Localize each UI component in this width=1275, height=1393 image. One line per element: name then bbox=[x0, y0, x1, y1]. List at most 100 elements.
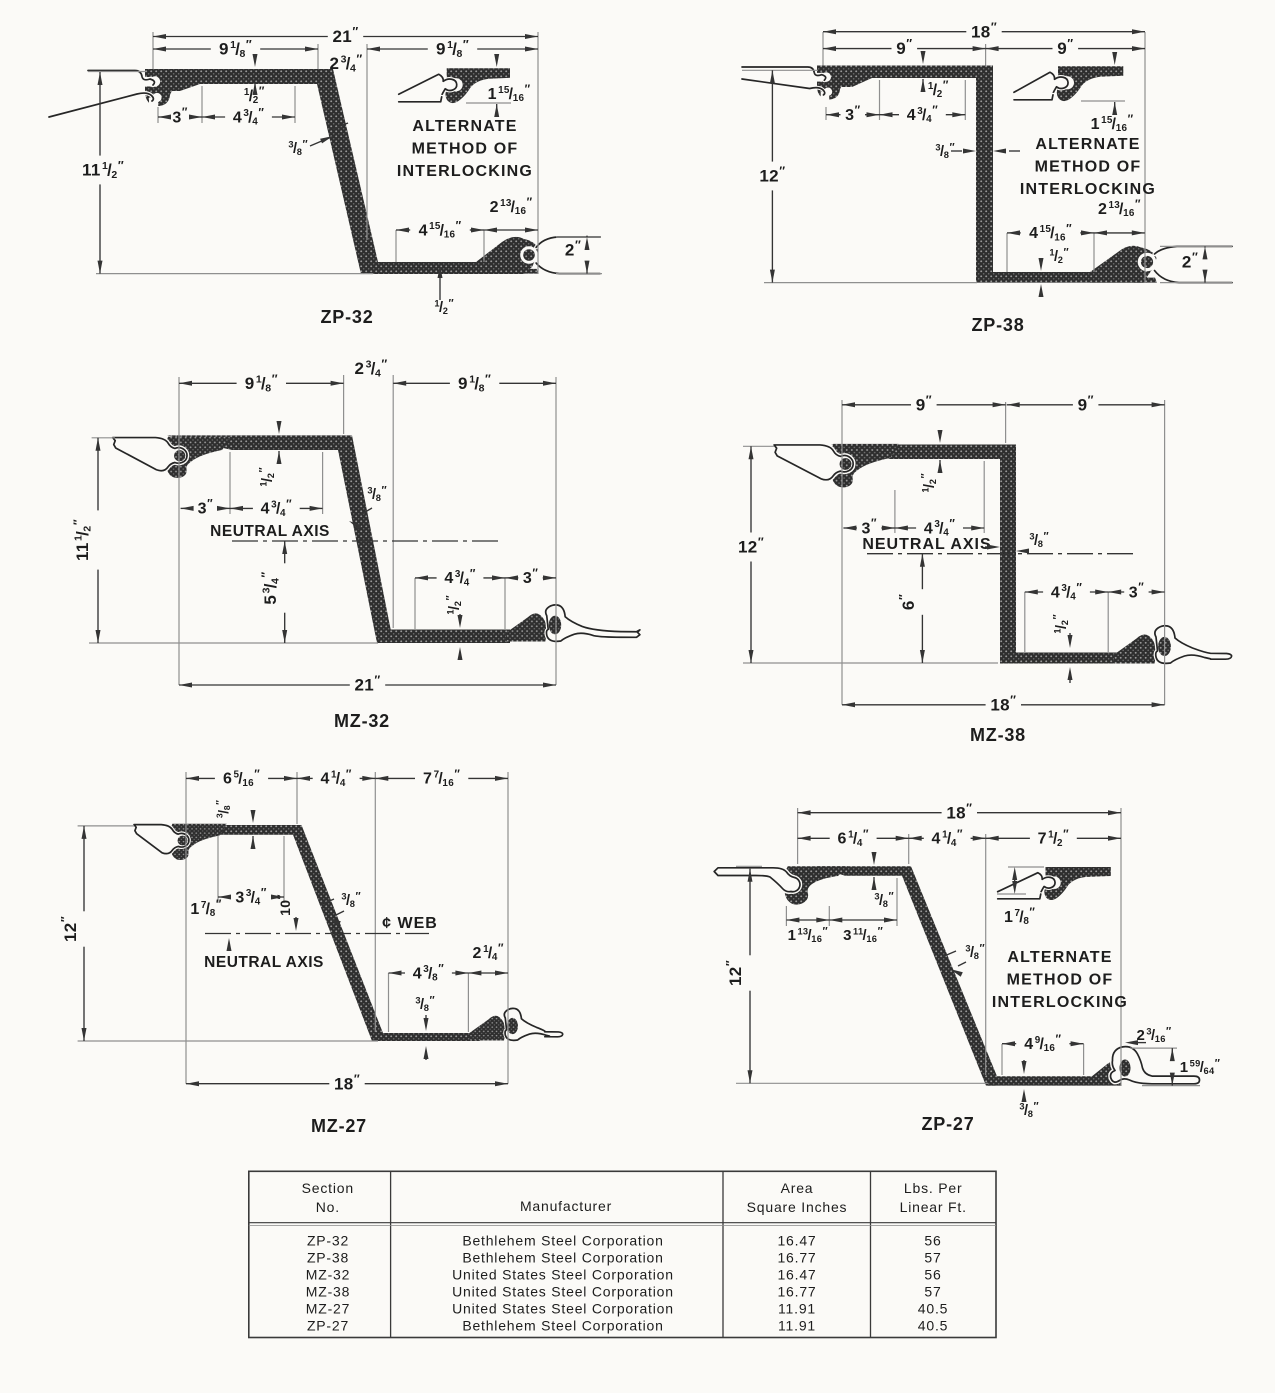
svg-text:17/8″: 17/8″ bbox=[1004, 907, 1035, 927]
svg-text:3″: 3″ bbox=[845, 105, 861, 124]
svg-text:1/2″: 1/2″ bbox=[244, 86, 265, 106]
svg-text:2″: 2″ bbox=[565, 238, 581, 260]
svg-text:213/16″: 213/16″ bbox=[1098, 199, 1141, 219]
svg-text:16.77: 16.77 bbox=[777, 1283, 816, 1299]
svg-text:NEUTRAL AXIS: NEUTRAL AXIS bbox=[862, 536, 991, 553]
svg-text:311/16″: 311/16″ bbox=[843, 926, 883, 945]
svg-text:1/2″: 1/2″ bbox=[434, 298, 454, 317]
svg-text:NEUTRAL AXIS: NEUTRAL AXIS bbox=[210, 523, 330, 540]
svg-text:23/16″: 23/16″ bbox=[1137, 1026, 1172, 1045]
svg-text:3/8″: 3/8″ bbox=[215, 800, 232, 818]
svg-text:3/8″: 3/8″ bbox=[367, 485, 387, 504]
svg-text:1/2″: 1/2″ bbox=[445, 595, 464, 615]
svg-text:METHOD OF: METHOD OF bbox=[1007, 972, 1114, 989]
svg-text:1/2″: 1/2″ bbox=[258, 467, 277, 487]
svg-text:Lbs. Per: Lbs. Per bbox=[904, 1180, 963, 1196]
svg-text:¢ WEB: ¢ WEB bbox=[382, 915, 438, 932]
svg-text:57: 57 bbox=[924, 1249, 941, 1265]
svg-text:57: 57 bbox=[924, 1283, 941, 1299]
svg-text:65/16″: 65/16″ bbox=[223, 769, 260, 789]
svg-text:16.77: 16.77 bbox=[777, 1249, 816, 1265]
svg-text:ZP-38: ZP-38 bbox=[307, 1249, 349, 1265]
svg-text:213/16″: 213/16″ bbox=[490, 197, 533, 217]
svg-text:91/8″: 91/8″ bbox=[436, 38, 469, 61]
svg-text:3/8″: 3/8″ bbox=[874, 891, 894, 910]
svg-text:91/8″: 91/8″ bbox=[219, 38, 252, 61]
svg-text:Square Inches: Square Inches bbox=[747, 1199, 848, 1215]
svg-text:9″: 9″ bbox=[916, 393, 932, 415]
svg-text:49/16″: 49/16″ bbox=[1024, 1034, 1061, 1054]
svg-text:MZ-32: MZ-32 bbox=[306, 1266, 350, 1282]
svg-text:9″: 9″ bbox=[1078, 393, 1094, 415]
svg-text:41/4″: 41/4″ bbox=[320, 769, 351, 789]
svg-text:12″: 12″ bbox=[759, 164, 785, 186]
svg-text:INTERLOCKING: INTERLOCKING bbox=[397, 163, 533, 180]
svg-text:91/8″: 91/8″ bbox=[245, 372, 278, 395]
svg-text:21″: 21″ bbox=[355, 673, 381, 695]
svg-text:113/16″: 113/16″ bbox=[788, 926, 828, 945]
svg-text:43/4″: 43/4″ bbox=[907, 105, 938, 125]
svg-text:United States Steel Corporatio: United States Steel Corporation bbox=[452, 1300, 674, 1316]
svg-text:1/2″: 1/2″ bbox=[928, 80, 949, 100]
svg-text:11.91: 11.91 bbox=[778, 1317, 816, 1333]
svg-text:Bethlehem Steel Corporation: Bethlehem Steel Corporation bbox=[462, 1317, 663, 1333]
svg-text:12″: 12″ bbox=[59, 916, 81, 942]
svg-text:10″: 10″ bbox=[277, 894, 293, 916]
svg-text:Linear Ft.: Linear Ft. bbox=[900, 1199, 967, 1215]
svg-text:3″: 3″ bbox=[198, 499, 214, 518]
svg-text:No.: No. bbox=[316, 1199, 340, 1215]
svg-text:415/16″: 415/16″ bbox=[419, 221, 462, 241]
svg-text:ZP-32: ZP-32 bbox=[307, 1232, 349, 1248]
svg-text:91/8″: 91/8″ bbox=[458, 372, 491, 395]
svg-text:56: 56 bbox=[924, 1266, 941, 1282]
svg-text:MZ-27: MZ-27 bbox=[311, 1116, 367, 1136]
svg-text:12″: 12″ bbox=[724, 960, 746, 986]
svg-text:71/2″: 71/2″ bbox=[1038, 829, 1069, 849]
svg-text:9″: 9″ bbox=[1057, 37, 1073, 59]
svg-text:159/64″: 159/64″ bbox=[1180, 1058, 1220, 1077]
svg-text:43/8″: 43/8″ bbox=[413, 964, 444, 984]
svg-text:Area: Area bbox=[781, 1180, 814, 1196]
svg-text:43/4″: 43/4″ bbox=[444, 568, 475, 588]
svg-text:MZ-27: MZ-27 bbox=[306, 1300, 350, 1316]
svg-text:3″: 3″ bbox=[861, 518, 877, 537]
svg-text:3″: 3″ bbox=[523, 568, 539, 587]
svg-text:3/8″: 3/8″ bbox=[415, 995, 435, 1014]
svg-text:17/8″: 17/8″ bbox=[190, 899, 221, 919]
svg-text:18″: 18″ bbox=[971, 20, 997, 42]
svg-text:3/8″: 3/8″ bbox=[288, 139, 308, 158]
svg-text:6″: 6″ bbox=[897, 594, 919, 610]
svg-text:3″: 3″ bbox=[172, 107, 188, 126]
svg-text:56: 56 bbox=[924, 1232, 941, 1248]
svg-text:43/4″: 43/4″ bbox=[1051, 583, 1082, 603]
svg-text:115/16″: 115/16″ bbox=[488, 84, 531, 104]
svg-text:MZ-38: MZ-38 bbox=[970, 725, 1026, 745]
svg-text:40.5: 40.5 bbox=[918, 1300, 948, 1316]
svg-text:18″: 18″ bbox=[946, 801, 972, 823]
svg-text:INTERLOCKING: INTERLOCKING bbox=[1020, 181, 1156, 198]
svg-text:21″: 21″ bbox=[333, 25, 359, 47]
svg-text:115/16″: 115/16″ bbox=[1091, 114, 1134, 134]
svg-text:23/4″: 23/4″ bbox=[354, 357, 387, 380]
svg-text:18″: 18″ bbox=[990, 693, 1016, 715]
svg-text:ZP-32: ZP-32 bbox=[320, 307, 373, 327]
svg-text:40.5: 40.5 bbox=[918, 1317, 948, 1333]
svg-text:1/2″: 1/2″ bbox=[1049, 247, 1069, 266]
svg-text:ZP-27: ZP-27 bbox=[921, 1114, 974, 1134]
svg-text:3″: 3″ bbox=[1129, 582, 1145, 601]
svg-text:ALTERNATE: ALTERNATE bbox=[1035, 136, 1140, 153]
svg-text:3/8″: 3/8″ bbox=[965, 943, 985, 962]
svg-text:3/8″: 3/8″ bbox=[341, 891, 361, 910]
svg-text:NEUTRAL AXIS: NEUTRAL AXIS bbox=[204, 954, 324, 971]
svg-text:43/4″: 43/4″ bbox=[261, 499, 292, 519]
svg-text:3/8″: 3/8″ bbox=[1029, 531, 1049, 550]
svg-text:United States Steel Corporatio: United States Steel Corporation bbox=[452, 1266, 674, 1282]
svg-text:41/4″: 41/4″ bbox=[932, 829, 963, 849]
svg-text:INTERLOCKING: INTERLOCKING bbox=[992, 994, 1128, 1011]
svg-text:111/2″: 111/2″ bbox=[71, 519, 94, 561]
svg-text:ZP-38: ZP-38 bbox=[971, 315, 1024, 335]
svg-text:2″: 2″ bbox=[1182, 250, 1198, 272]
svg-text:11.91: 11.91 bbox=[778, 1300, 816, 1316]
svg-text:Section: Section bbox=[302, 1180, 354, 1196]
svg-text:3/8″: 3/8″ bbox=[935, 142, 955, 161]
